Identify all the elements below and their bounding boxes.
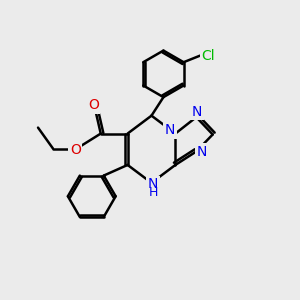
Text: H: H bbox=[148, 186, 158, 199]
Text: O: O bbox=[88, 98, 99, 112]
Text: N: N bbox=[196, 145, 207, 159]
Text: Cl: Cl bbox=[202, 49, 215, 63]
Text: N: N bbox=[165, 123, 175, 137]
Text: N: N bbox=[192, 105, 202, 119]
Text: N: N bbox=[148, 177, 158, 191]
Text: O: O bbox=[70, 143, 81, 157]
